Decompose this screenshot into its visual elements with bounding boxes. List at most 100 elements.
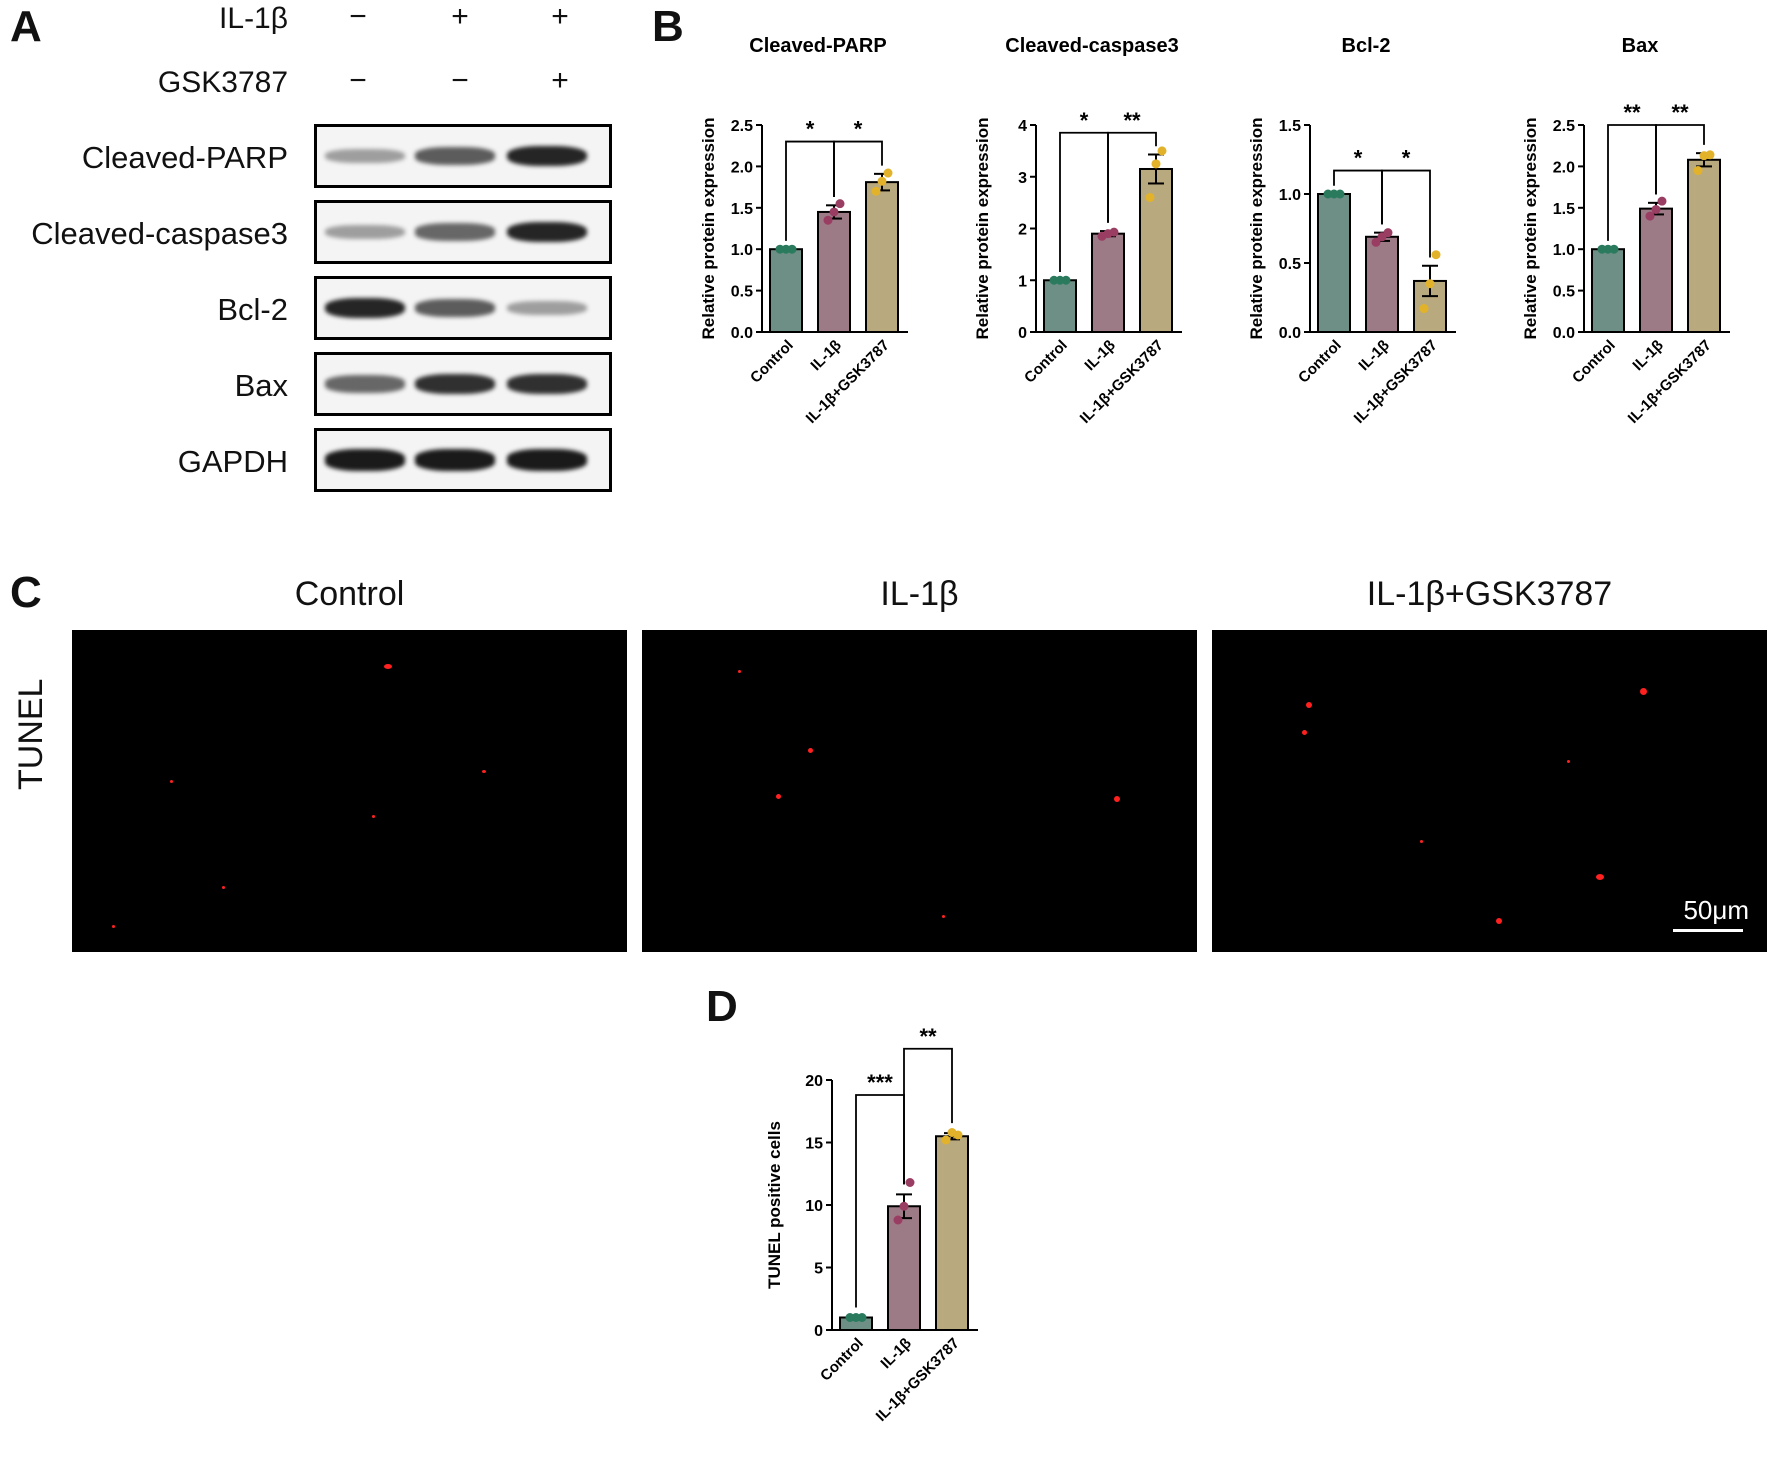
x-tick-label: Control: [1021, 337, 1071, 387]
data-point: [1151, 159, 1161, 169]
chart-bcl2: Bcl-2 Relative protein expression 0.0 0.5 1.…: [1247, 35, 1456, 427]
data-point: [1705, 150, 1715, 160]
data-point: [871, 186, 881, 196]
data-point: [899, 1201, 909, 1211]
significance-label: *: [1402, 146, 1411, 171]
bar: [865, 181, 899, 333]
data-point: [787, 244, 797, 254]
blot-label-bcl2: Bcl-2: [217, 292, 288, 327]
x-tick-label: IL-1β: [1081, 337, 1118, 374]
blot-label-cleaved-caspase3: Cleaved-caspase3: [31, 216, 288, 251]
significance-label: ***: [867, 1070, 893, 1095]
panel-label-c: C: [10, 568, 42, 617]
data-point: [1335, 189, 1345, 199]
bar: [887, 1205, 921, 1331]
significance-bracket: [833, 140, 883, 198]
y-tick-label: 1.0: [731, 242, 753, 259]
tunel-positive-cell: [384, 664, 392, 669]
tunel-positive-cell: [1302, 730, 1307, 735]
blot-band: [325, 375, 405, 393]
data-point: [1645, 211, 1655, 221]
tunel-title-control: Control: [294, 575, 405, 613]
bar: [1639, 207, 1673, 334]
bar: [1591, 248, 1625, 333]
blot-band: [507, 145, 587, 167]
chart-title: Bcl-2: [1342, 35, 1391, 57]
tunel-positive-cell: [738, 670, 741, 673]
y-tick-label: 3: [1018, 170, 1027, 187]
chart-cleaved-caspase3: Cleaved-caspase3 Relative protein express…: [973, 35, 1182, 427]
data-point: [1145, 192, 1155, 202]
chart-bax: Bax Relative protein expression 0.0 0.5 1.0 1…: [1521, 35, 1730, 427]
tunel-image-il1b-gsk: 50μm: [1212, 630, 1767, 952]
tunel-positive-cell: [808, 748, 813, 753]
data-point: [829, 207, 839, 217]
y-tick-label: 5: [814, 1261, 823, 1278]
data-point: [1609, 244, 1619, 254]
y-tick-label: 2: [1018, 222, 1027, 239]
x-tick-label: IL-1β+GSK3787: [1351, 337, 1441, 427]
x-tick-label: IL-1β+GSK3787: [1077, 337, 1167, 427]
significance-bracket: [1381, 169, 1431, 258]
chart-title: Cleaved-caspase3: [1005, 35, 1178, 57]
data-point: [835, 199, 845, 209]
y-tick-label: 2.0: [1553, 159, 1575, 176]
tunel-positive-cell: [1114, 796, 1120, 802]
significance-label: **: [919, 1024, 937, 1049]
panel-label-d: D: [706, 982, 738, 1031]
data-point: [1419, 304, 1429, 314]
chart-cleaved-parp: Cleaved-PARP Relative protein expression 0…: [699, 35, 908, 427]
scale-bar: [1673, 929, 1743, 932]
bar: [1365, 235, 1399, 333]
blot-band: [325, 224, 405, 240]
significance-label: **: [1671, 100, 1689, 125]
y-tick-label: 1.0: [1279, 187, 1301, 204]
y-tick-label: 2.0: [731, 159, 753, 176]
data-point: [905, 1178, 915, 1187]
sign-il1b-lane3: +: [551, 0, 569, 33]
bar: [1091, 232, 1125, 333]
scale-bar-label: 50μm: [1683, 895, 1749, 925]
bar: [1687, 158, 1721, 333]
tunel-positive-cell: [1567, 760, 1570, 763]
sign-gsk-lane1: −: [349, 64, 367, 97]
tunel-positive-cell: [222, 886, 225, 889]
y-tick-label: 2.5: [1553, 118, 1575, 135]
data-point: [857, 1313, 867, 1322]
y-tick-label: 15: [805, 1136, 823, 1153]
blot-band: [415, 223, 495, 241]
x-tick-label: Control: [1295, 337, 1345, 387]
panel-label-b: B: [652, 2, 684, 51]
y-tick-label: 1.5: [731, 201, 753, 218]
blot-strip-gapdh: [314, 428, 612, 492]
blot-band: [415, 449, 495, 471]
data-point: [823, 215, 833, 225]
blot-label-bax: Bax: [234, 368, 288, 403]
y-tick-label: 0: [1018, 325, 1027, 342]
blot-strip-bcl2: [314, 276, 612, 340]
y-tick-label: 1.5: [1553, 201, 1575, 218]
x-tick-label: IL-1β: [877, 1335, 914, 1372]
tunel-positive-cell: [776, 794, 781, 799]
sign-gsk-lane2: −: [451, 64, 469, 97]
tunel-row-label: TUNEL: [12, 678, 50, 790]
tunel-image-il1b: [642, 630, 1197, 952]
data-point: [1693, 166, 1703, 176]
tunel-positive-cell: [482, 770, 486, 773]
y-tick-label: 0: [814, 1323, 823, 1340]
y-tick-label: 2.5: [731, 118, 753, 135]
data-point: [893, 1215, 903, 1225]
x-tick-label: IL-1β: [1629, 337, 1666, 374]
y-axis-label: TUNEL positive cells: [765, 1121, 784, 1289]
x-tick-label: Control: [817, 1335, 867, 1385]
treatment-label-gsk3787: GSK3787: [157, 66, 288, 99]
data-point: [1657, 196, 1667, 206]
tunel-title-il1b-gsk: IL-1β+GSK3787: [1366, 575, 1613, 613]
bar: [935, 1135, 969, 1331]
bar: [1139, 167, 1173, 333]
tunel-positive-cell: [372, 815, 375, 818]
data-point: [1109, 227, 1119, 237]
significance-bracket: [1107, 131, 1157, 223]
x-tick-label: Control: [1569, 337, 1619, 387]
